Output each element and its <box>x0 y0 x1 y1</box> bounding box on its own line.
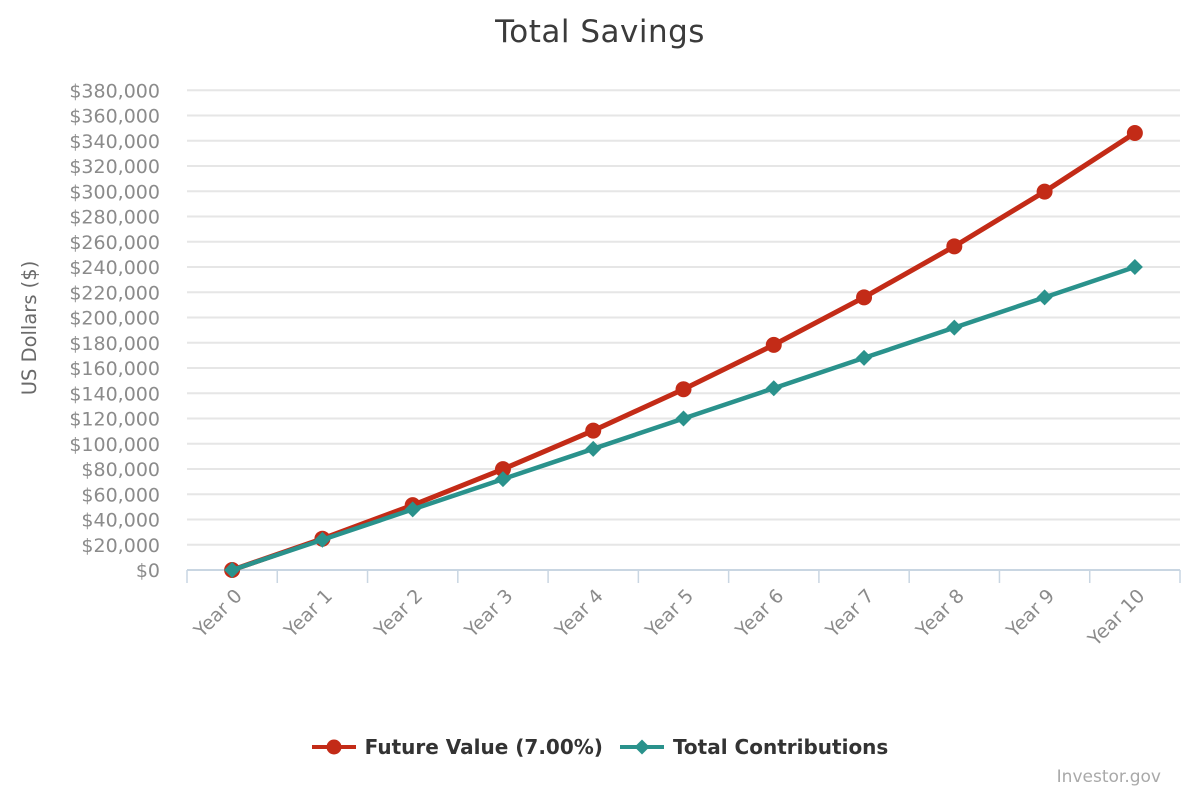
legend-item-future-value-7-00[interactable]: Future Value (7.00%) <box>311 735 603 759</box>
data-point-total-contributions-year-5[interactable] <box>675 410 692 427</box>
y-tick-label: $320,000 <box>69 156 160 178</box>
series-line-future-value-7-00 <box>231 130 1137 573</box>
data-point-total-contributions-year-4[interactable] <box>585 440 602 457</box>
data-point-future-value-7-00-year-6[interactable] <box>765 336 782 353</box>
y-axis-title: US Dollars ($) <box>18 261 41 396</box>
legend-label: Future Value (7.00%) <box>364 735 603 759</box>
data-point-total-contributions-year-8[interactable] <box>946 319 963 336</box>
gridlines <box>187 89 1180 546</box>
x-tick-label: Year 7 <box>821 585 879 643</box>
y-tick-label: $140,000 <box>69 383 160 405</box>
y-tick-label: $300,000 <box>69 181 160 203</box>
y-tick-label: $260,000 <box>69 232 160 254</box>
series-group <box>224 125 1143 578</box>
data-point-total-contributions-year-7[interactable] <box>856 349 873 366</box>
y-tick-label: $200,000 <box>69 308 160 330</box>
y-tick-label: $40,000 <box>81 510 160 532</box>
x-tick-label: Year 10 <box>1083 585 1149 651</box>
data-point-future-value-7-00-year-4[interactable] <box>585 422 602 439</box>
data-point-future-value-7-00-year-8[interactable] <box>946 238 963 255</box>
x-tick-label: Year 6 <box>731 585 789 643</box>
y-tick-label: $280,000 <box>69 207 160 229</box>
legend-circle <box>326 739 342 755</box>
x-tick-label: Year 0 <box>189 585 247 643</box>
legend-label: Total Contributions <box>672 735 889 759</box>
watermark: Investor.gov <box>1056 767 1161 787</box>
data-point-total-contributions-year-3[interactable] <box>494 471 511 488</box>
data-point-future-value-7-00-year-3[interactable] <box>494 461 511 478</box>
legend: Future Value (7.00%) Total Contributions <box>0 731 1200 763</box>
data-point-total-contributions-year-10[interactable] <box>1126 259 1143 276</box>
data-point-future-value-7-00-year-7[interactable] <box>856 289 873 306</box>
y-tick-label: $160,000 <box>69 358 160 380</box>
x-tick-label: Year 9 <box>1002 585 1060 643</box>
data-point-future-value-7-00-year-10[interactable] <box>1126 125 1143 142</box>
data-point-future-value-7-00-year-5[interactable] <box>675 381 692 398</box>
data-point-total-contributions-year-6[interactable] <box>765 380 782 397</box>
x-axis <box>186 569 1181 583</box>
data-point-total-contributions-year-1[interactable] <box>314 531 331 548</box>
x-tick-label: Year 5 <box>641 585 699 643</box>
x-axis-labels: Year 0 Year 1 Year 2 Year 3 Year 4 Year 5 Year… <box>189 585 1149 651</box>
y-tick-label: $100,000 <box>69 434 160 456</box>
x-tick-label: Year 8 <box>911 585 969 643</box>
savings-line-chart: $0 $20,000 $40,000 $60,000 $80,000 $100,000 $1… <box>18 80 1181 651</box>
data-point-total-contributions-year-9[interactable] <box>1036 289 1053 306</box>
series-future-value-7-00 <box>224 125 1143 578</box>
data-point-total-contributions-year-0[interactable] <box>224 562 241 578</box>
y-tick-label: $180,000 <box>69 333 160 355</box>
legend-item-total-contributions[interactable]: Total Contributions <box>619 735 889 759</box>
y-tick-label: $60,000 <box>81 484 160 506</box>
y-tick-label: $240,000 <box>69 257 160 279</box>
y-axis-labels: $0 $20,000 $40,000 $60,000 $80,000 $100,000 $1… <box>69 80 160 582</box>
legend-marker-diamond-icon <box>619 739 664 755</box>
data-point-future-value-7-00-year-9[interactable] <box>1036 183 1053 200</box>
x-tick-label: Year 4 <box>550 585 608 643</box>
y-tick-label: $340,000 <box>69 131 160 153</box>
x-tick-label: Year 2 <box>370 585 428 643</box>
y-tick-label: $120,000 <box>69 409 160 431</box>
y-tick-label: $0 <box>136 560 160 582</box>
y-tick-label: $80,000 <box>81 459 160 481</box>
legend-marker-circle-icon <box>311 739 356 755</box>
y-tick-label: $360,000 <box>69 106 160 128</box>
y-tick-label: $220,000 <box>69 282 160 304</box>
x-tick-label: Year 3 <box>460 585 518 643</box>
legend-diamond <box>634 739 650 755</box>
y-tick-label: $380,000 <box>69 80 160 102</box>
y-tick-label: $20,000 <box>81 535 160 557</box>
data-point-total-contributions-year-2[interactable] <box>404 501 421 518</box>
x-tick-label: Year 1 <box>279 585 337 643</box>
chart-title: Total Savings <box>495 14 705 50</box>
series-total-contributions <box>224 259 1143 578</box>
